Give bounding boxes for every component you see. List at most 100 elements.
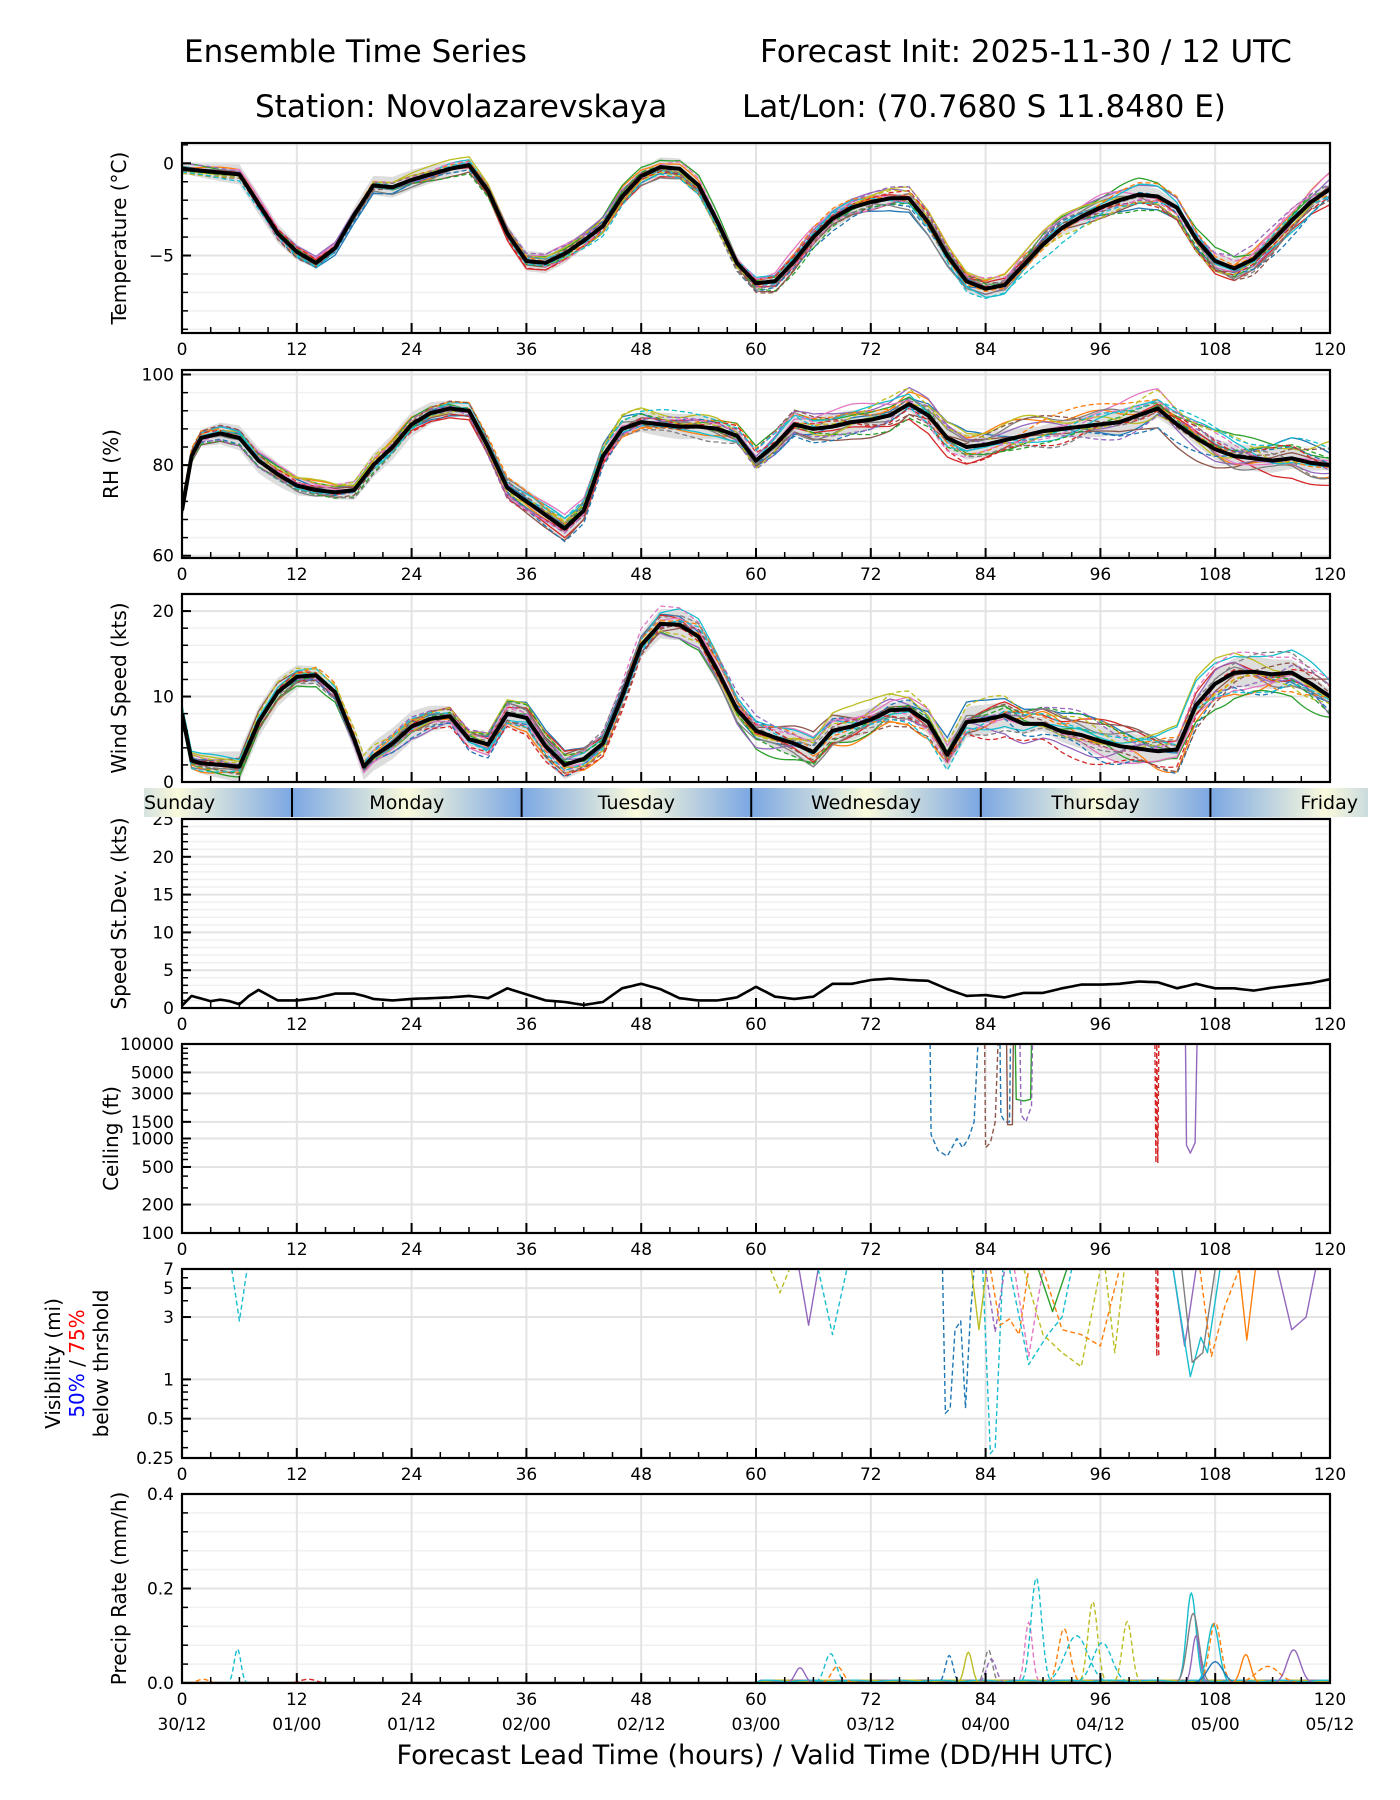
precip-peak (1266, 1649, 1321, 1683)
x-tick-label: 36 (516, 565, 538, 585)
precip-peak (953, 1651, 984, 1683)
x-tick-label: 60 (745, 340, 767, 360)
x-tick-label: 84 (975, 1240, 997, 1260)
x-tick-label: 72 (860, 1690, 882, 1710)
valid-time-label: 01/00 (272, 1715, 321, 1735)
x-tick-label: 108 (1199, 565, 1231, 585)
valid-time-label: 05/12 (1306, 1715, 1355, 1735)
panel-wind_speed: 0102001224364860728496108120Wind Speed (… (107, 592, 1346, 809)
y-tick-label: 5 (163, 961, 174, 981)
x-tick-label: 72 (860, 1465, 882, 1485)
y-tick-label: 200 (142, 1196, 174, 1216)
y-tick-label: 10000 (120, 1035, 174, 1055)
member-trace (1184, 1044, 1198, 1154)
x-tick-label: 48 (630, 1465, 652, 1485)
x-tick-label: 108 (1199, 1465, 1231, 1485)
member-trace (1019, 1044, 1034, 1123)
member-trace (182, 165, 1330, 288)
y-tick-label: 0.4 (147, 1485, 174, 1505)
y-tick-label: 0.2 (147, 1580, 174, 1600)
x-tick-label: 48 (630, 340, 652, 360)
member-trace (941, 1269, 975, 1414)
x-tick-label: 96 (1090, 1240, 1112, 1260)
y-axis-label: Temperature (°C) (107, 152, 131, 326)
x-tick-label: 108 (1199, 340, 1231, 360)
x-tick-label: 96 (1090, 340, 1112, 360)
x-tick-label: 60 (745, 1465, 767, 1485)
precip-peak (1170, 1612, 1217, 1683)
x-tick-label: 12 (286, 1015, 308, 1035)
x-tick-label: 24 (401, 1690, 423, 1710)
y-tick-label: 5 (163, 1279, 174, 1299)
series-group (231, 1269, 1317, 1455)
y-tick-label: −5 (149, 247, 174, 267)
x-tick-label: 120 (1314, 1240, 1346, 1260)
y-axis-label: Speed St.Dev. (kts) (107, 817, 131, 1009)
member-trace (231, 1269, 248, 1322)
x-tick-label: 120 (1314, 565, 1346, 585)
precip-peak (1073, 1600, 1112, 1683)
member-trace (1042, 1269, 1121, 1347)
day-segment (521, 788, 752, 817)
member-trace (769, 1269, 791, 1294)
y-tick-label: 3000 (131, 1084, 174, 1104)
label-sep: / (65, 1354, 89, 1373)
x-tick-label: 24 (401, 1240, 423, 1260)
panel-temperature: 0 −5 0 12 24 36 48 60 72 84 96 108 120 Temperature (°… (107, 141, 1346, 360)
member-trace (982, 1269, 1004, 1455)
band-mask (1368, 788, 1400, 817)
member-trace (984, 1269, 1006, 1333)
series-group (929, 1044, 1198, 1164)
y-tick-label: 7 (163, 1260, 174, 1280)
x-tick-label: 36 (516, 1465, 538, 1485)
member-trace (1014, 1044, 1033, 1102)
x-tick-label: 0 (177, 340, 188, 360)
precip-peak (933, 1654, 965, 1683)
precip-peak (973, 1648, 1004, 1683)
member-trace (983, 1044, 999, 1149)
y-axis-label: Precip Rate (mm/h) (107, 1492, 131, 1686)
y-tick-label: 100 (142, 366, 174, 386)
precip-peak (1064, 1642, 1141, 1683)
title-left: Ensemble Time Series (184, 34, 527, 70)
panel-visibility: 0.25 0.5 1 3 57 0 12 24 36 48 60 72 84 96 108 120 Visibi… (41, 1260, 1346, 1485)
member-trace (1276, 1269, 1317, 1331)
precip-peak (1226, 1653, 1265, 1683)
day-label: Tuesday (597, 792, 675, 814)
x-tick-label: 36 (516, 1690, 538, 1710)
precip-peak (1221, 1665, 1314, 1683)
y-tick-label: 80 (152, 456, 174, 476)
series-group (182, 386, 1330, 543)
member-trace (970, 1269, 988, 1331)
x-tick-label: 12 (286, 565, 308, 585)
x-tick-label: 84 (975, 1690, 997, 1710)
panel-precip_rate: 0.0 0.2 0.4 0 12 24 36 48 60 72 84 96 108 120 Precip R… (107, 1485, 1346, 1710)
precip-peak (224, 1647, 251, 1683)
day-label: Wednesday (811, 792, 921, 814)
x-tick-label: 24 (401, 565, 423, 585)
member-trace (817, 1269, 848, 1336)
precip-peak (1030, 1635, 1123, 1683)
x-tick-label: 108 (1199, 1690, 1231, 1710)
x-tick-label: 84 (975, 1015, 997, 1035)
member-trace (1238, 1269, 1257, 1341)
x-tick-label: 120 (1314, 1015, 1346, 1035)
precip-peak (1015, 1576, 1058, 1683)
day-label: Monday (369, 792, 444, 814)
member-trace (999, 1044, 1012, 1123)
x-tick-label: 24 (401, 1015, 423, 1035)
x-tick-label: 60 (745, 1240, 767, 1260)
member-trace (1172, 1269, 1197, 1347)
y-tick-label: 60 (152, 547, 174, 567)
valid-time-label: 05/00 (1191, 1715, 1240, 1735)
y-tick-label: 5000 (131, 1063, 174, 1083)
y-tick-label: 0 (163, 773, 174, 793)
x-tick-label: 84 (975, 1465, 997, 1485)
y-axis-label: RH (%) (99, 429, 123, 499)
y-tick-label: 10 (152, 688, 174, 708)
band-mask (0, 788, 144, 817)
x-tick-label: 96 (1090, 1015, 1112, 1035)
x-tick-label: 60 (745, 565, 767, 585)
y-tick-label: 3 (163, 1308, 174, 1328)
